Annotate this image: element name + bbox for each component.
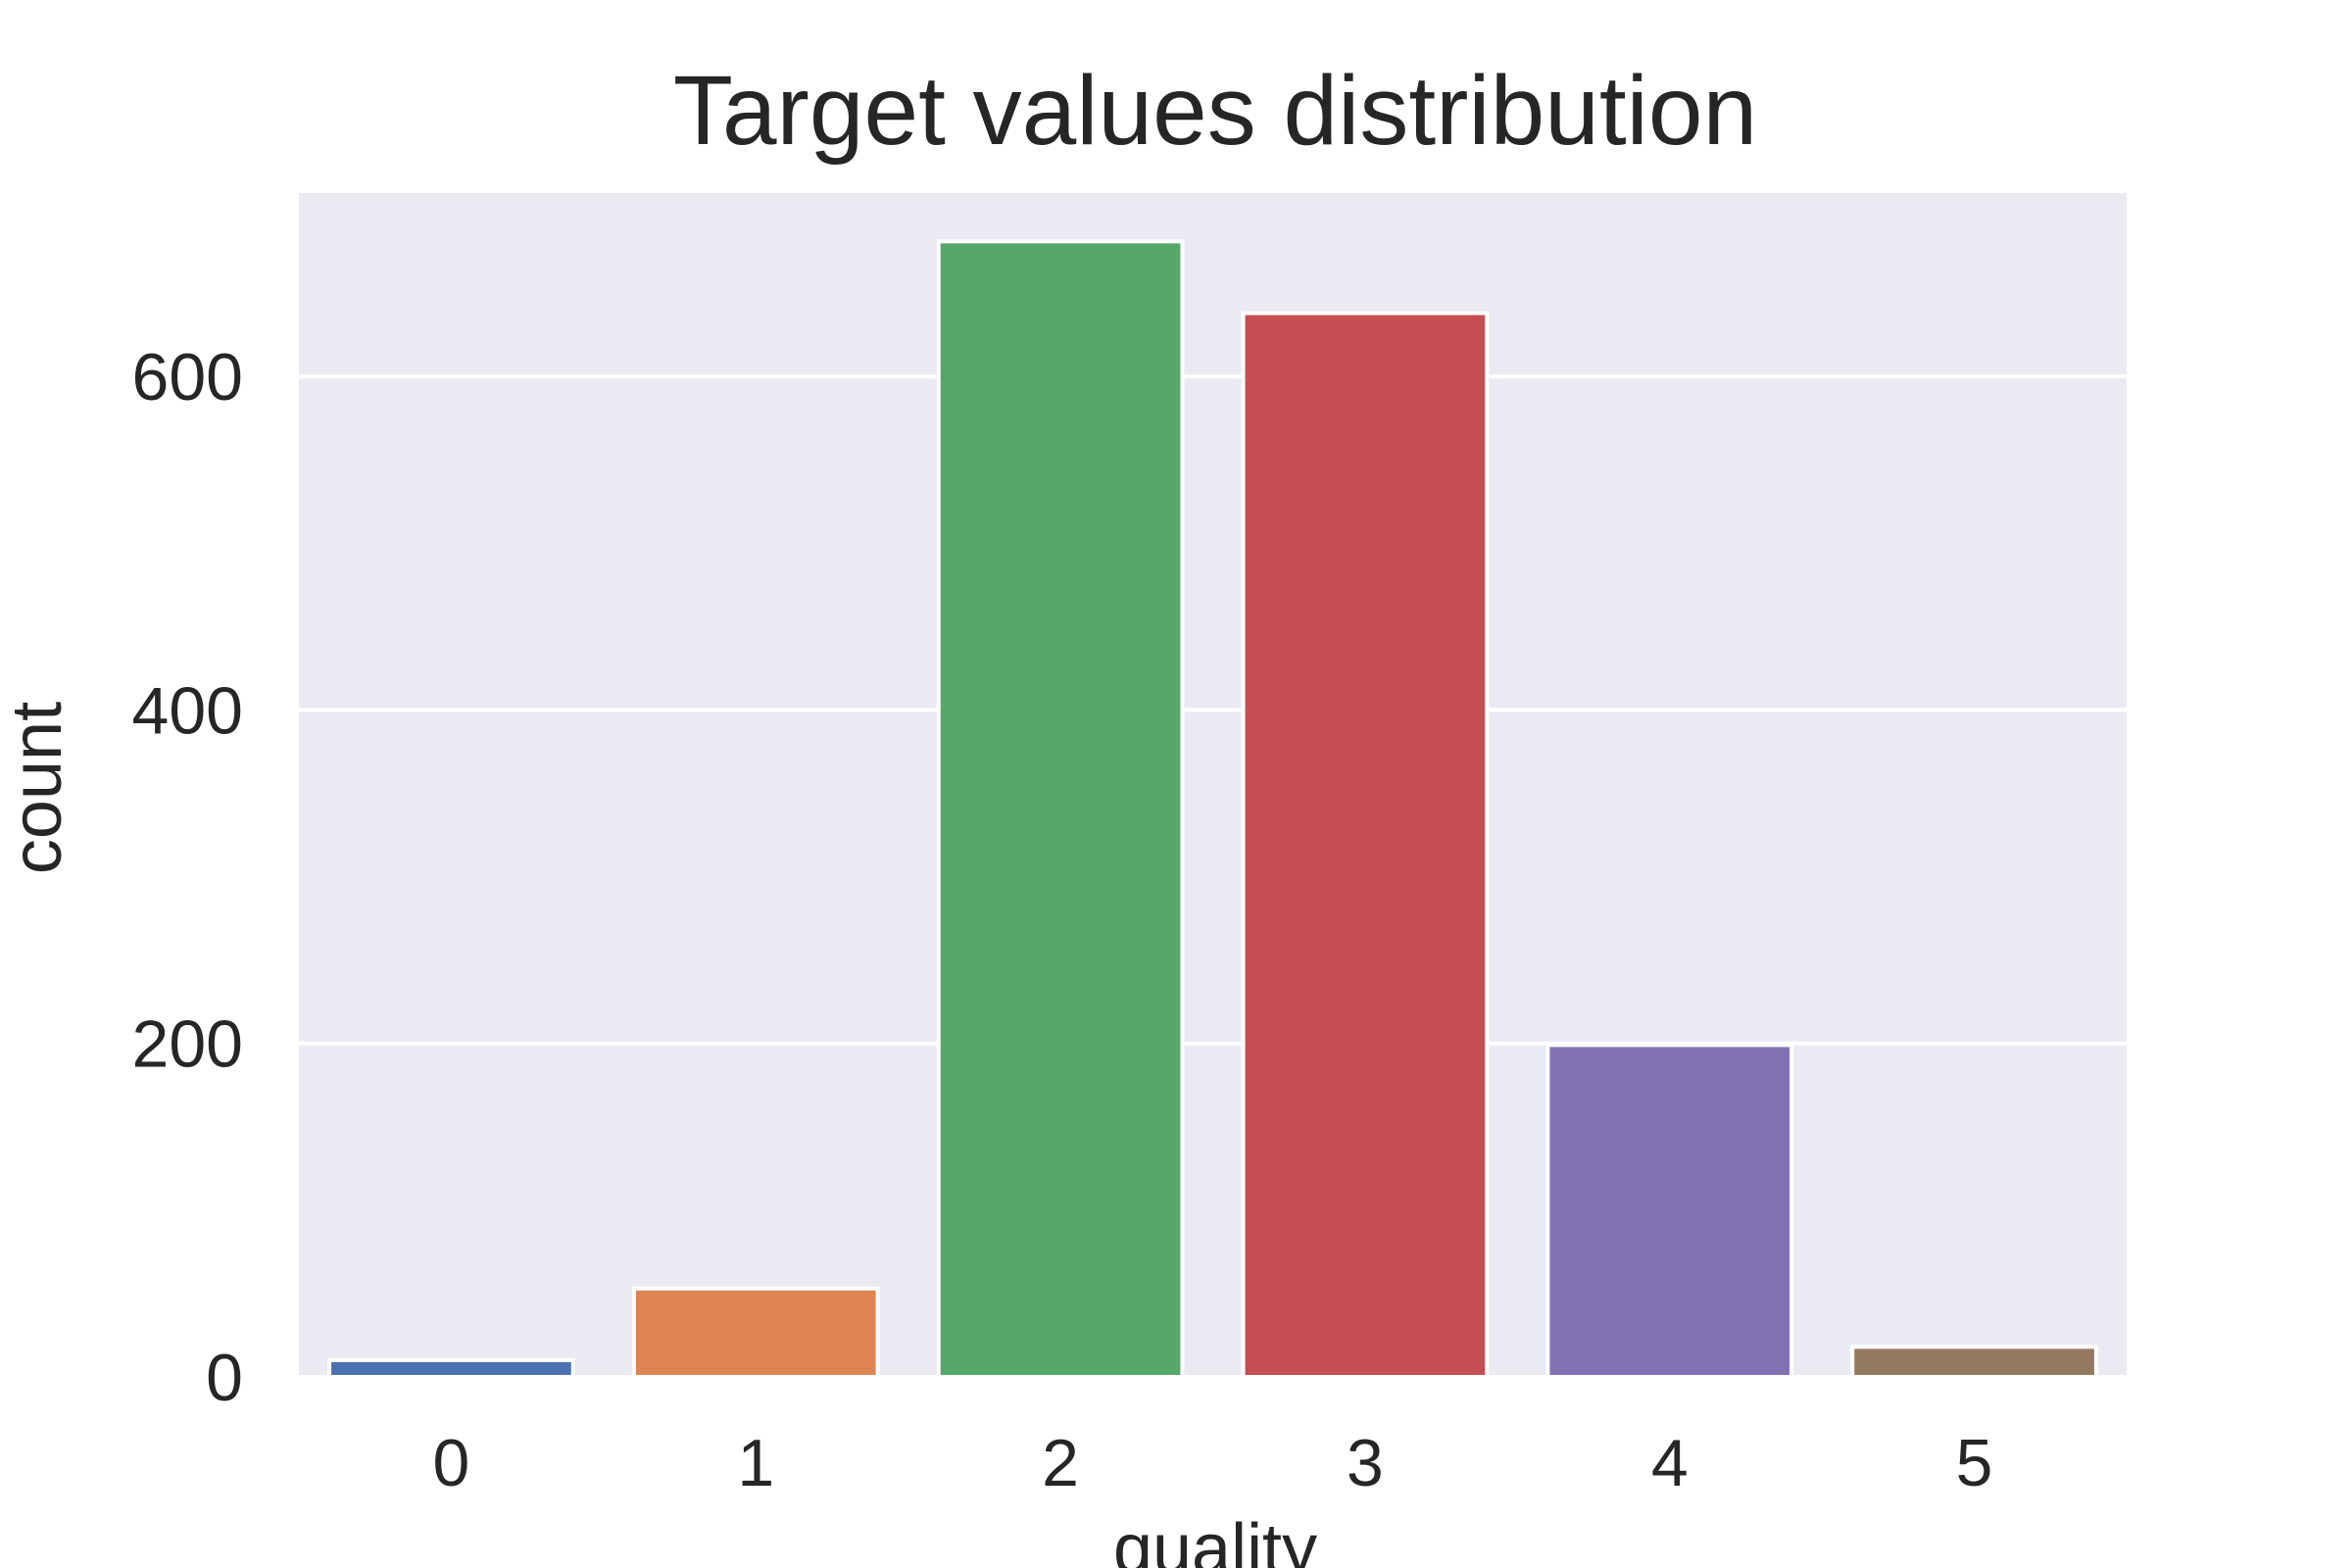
bar-1	[631, 1286, 880, 1379]
bars	[327, 239, 2098, 1380]
y-tick-label: 0	[206, 1341, 243, 1415]
x-tick-label: 2	[1042, 1426, 1079, 1500]
y-tick-labels: 0 200 400 600	[132, 340, 243, 1415]
bar-3	[1241, 311, 1490, 1379]
bar-0	[327, 1357, 575, 1380]
y-tick-label: 600	[132, 340, 243, 415]
x-tick-label: 1	[737, 1426, 774, 1500]
x-tick-label: 5	[1956, 1426, 1993, 1500]
x-tick-labels: 0 1 2 3 4 5	[433, 1426, 1993, 1500]
y-tick-label: 400	[132, 673, 243, 748]
chart-title: Target values distribution	[673, 56, 1757, 166]
bar-2	[936, 239, 1185, 1380]
y-axis-label: count	[0, 702, 76, 874]
y-tick-label: 200	[132, 1007, 243, 1082]
bar-5	[1850, 1345, 2098, 1379]
x-axis-label: quality	[1113, 1510, 1317, 1568]
x-tick-label: 3	[1347, 1426, 1384, 1500]
plot-area	[299, 193, 2127, 1377]
x-tick-label: 4	[1651, 1426, 1689, 1500]
gridlines	[299, 374, 2127, 1379]
x-tick-label: 0	[433, 1426, 470, 1500]
bar-4	[1545, 1043, 1794, 1379]
